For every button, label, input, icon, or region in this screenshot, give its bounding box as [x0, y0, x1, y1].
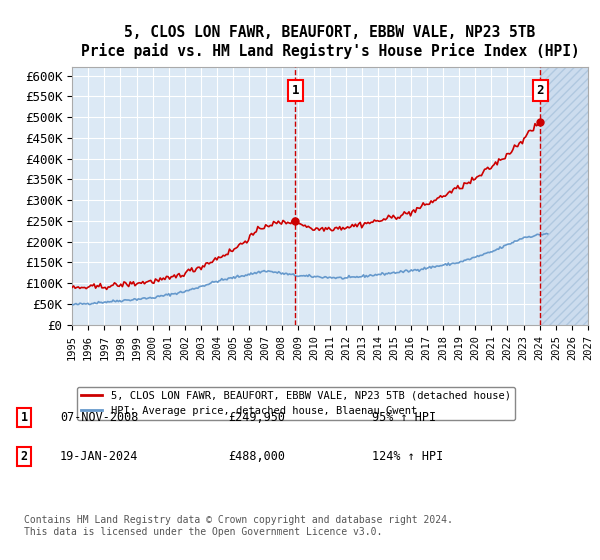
- Text: £488,000: £488,000: [228, 450, 285, 463]
- Text: 124% ↑ HPI: 124% ↑ HPI: [372, 450, 443, 463]
- Text: 19-JAN-2024: 19-JAN-2024: [60, 450, 139, 463]
- Text: 1: 1: [20, 410, 28, 424]
- Text: 07-NOV-2008: 07-NOV-2008: [60, 410, 139, 424]
- Text: 95% ↑ HPI: 95% ↑ HPI: [372, 410, 436, 424]
- Text: £249,950: £249,950: [228, 410, 285, 424]
- Text: 2: 2: [536, 84, 544, 97]
- Title: 5, CLOS LON FAWR, BEAUFORT, EBBW VALE, NP23 5TB
Price paid vs. HM Land Registry': 5, CLOS LON FAWR, BEAUFORT, EBBW VALE, N…: [80, 26, 580, 59]
- Bar: [541, 67, 588, 325]
- Text: 1: 1: [292, 84, 299, 97]
- Text: Contains HM Land Registry data © Crown copyright and database right 2024.
This d: Contains HM Land Registry data © Crown c…: [24, 515, 453, 537]
- Legend: 5, CLOS LON FAWR, BEAUFORT, EBBW VALE, NP23 5TB (detached house), HPI: Average p: 5, CLOS LON FAWR, BEAUFORT, EBBW VALE, N…: [77, 387, 515, 420]
- Text: 2: 2: [20, 450, 28, 463]
